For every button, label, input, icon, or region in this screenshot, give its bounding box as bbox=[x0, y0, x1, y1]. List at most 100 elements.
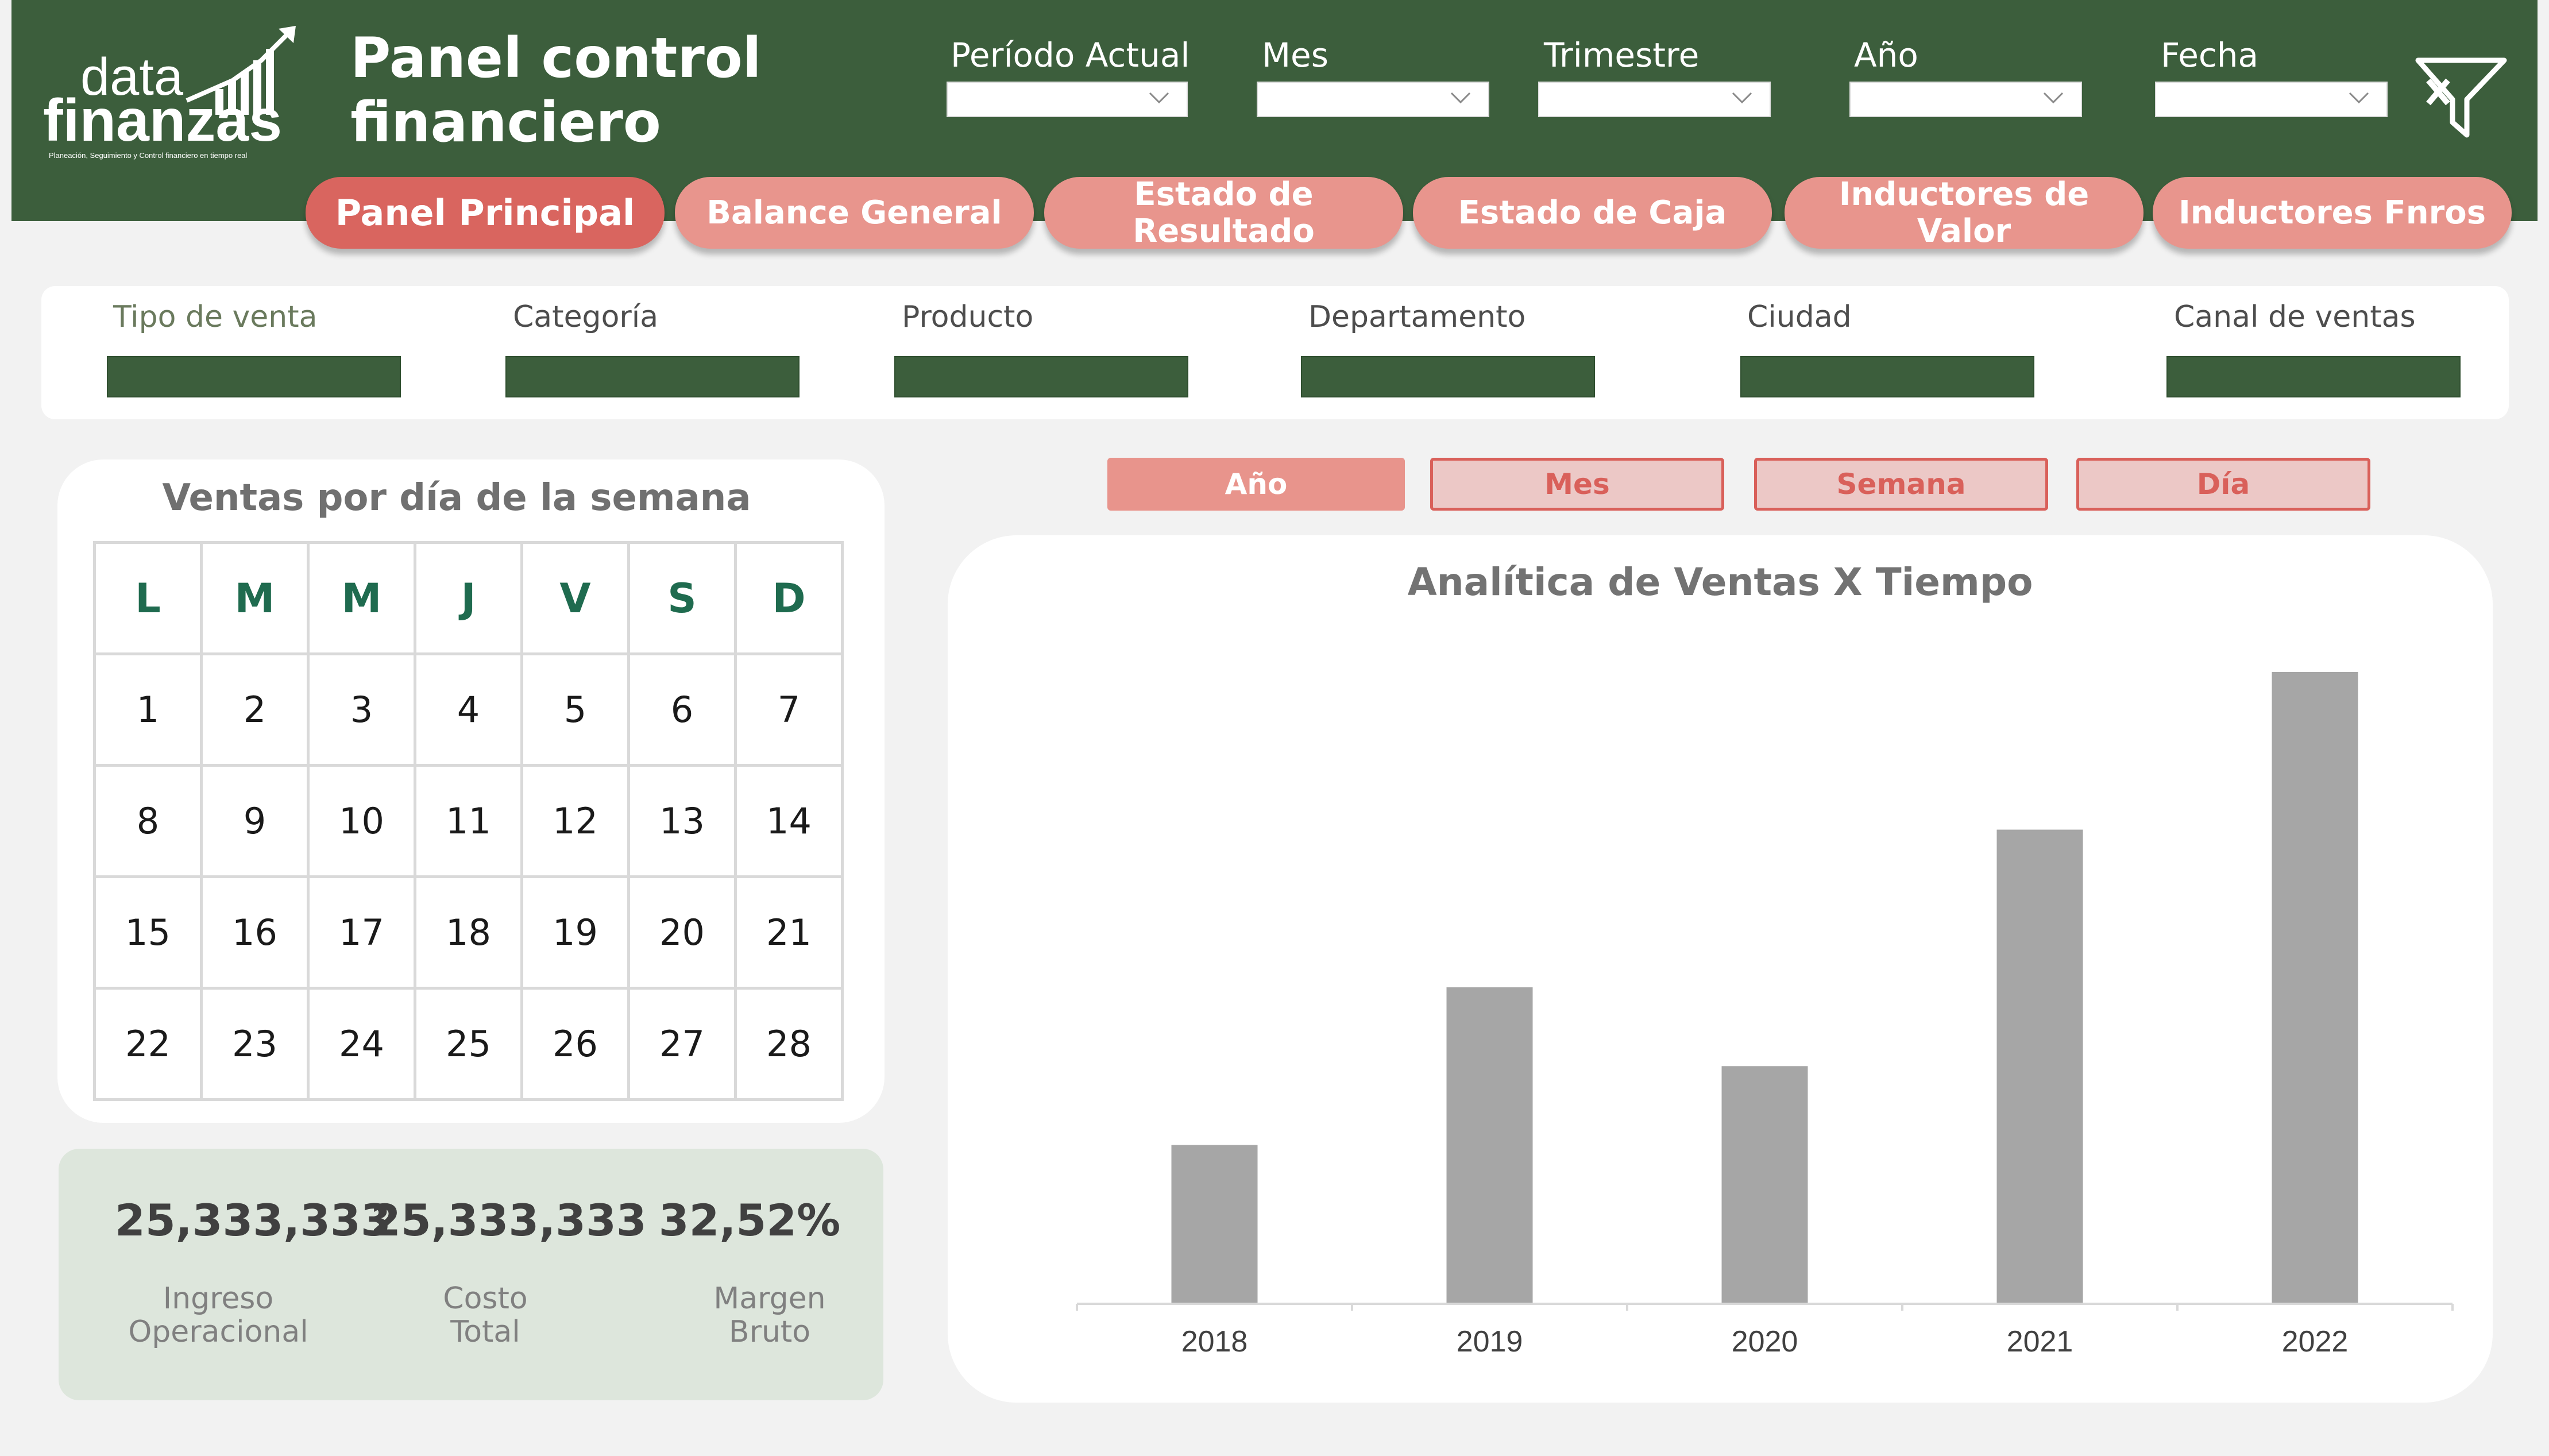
x-tick-label: 2020 bbox=[1732, 1325, 1798, 1358]
calendar-day[interactable]: 20 bbox=[630, 878, 737, 990]
tab-estado-caja[interactable]: Estado de Caja bbox=[1413, 177, 1772, 249]
segment-slicer-categoria[interactable] bbox=[505, 356, 800, 397]
calendar-day[interactable]: 9 bbox=[203, 767, 310, 878]
calendar-day[interactable]: 13 bbox=[630, 767, 737, 878]
calendar-day[interactable]: 28 bbox=[737, 990, 844, 1101]
logo-tagline: Planeación, Seguimiento y Control financ… bbox=[49, 151, 248, 160]
calendar-day[interactable]: 24 bbox=[310, 990, 416, 1101]
calendar-day[interactable]: 11 bbox=[416, 767, 523, 878]
kpi-ingreso-value: 25,333,333 bbox=[115, 1195, 391, 1246]
segment-slicer-departamento[interactable] bbox=[1301, 356, 1595, 397]
kpi-costo-label: Costo Total bbox=[443, 1281, 528, 1349]
segment-slicer-canal-ventas[interactable] bbox=[2166, 356, 2461, 397]
tab-inductores-fnros[interactable]: Inductores Fnros bbox=[2153, 177, 2512, 249]
tab-panel-principal[interactable]: Panel Principal bbox=[306, 177, 665, 249]
kpi-card bbox=[59, 1149, 883, 1400]
filter-dropdown-ano[interactable] bbox=[1849, 82, 2082, 117]
kpi-margen-value: 32,52% bbox=[658, 1195, 841, 1246]
weekday-header: M bbox=[203, 544, 310, 655]
logo-word-finanzas: finanzas bbox=[43, 87, 282, 154]
tab-estado-resultado[interactable]: Estado de Resultado bbox=[1044, 176, 1403, 249]
bar-2018[interactable] bbox=[1171, 1145, 1258, 1303]
segment-label-producto: Producto bbox=[902, 300, 1034, 334]
x-tick-label: 2019 bbox=[1457, 1325, 1523, 1358]
toggle-mes[interactable]: Mes bbox=[1430, 458, 1724, 511]
segment-label-canal-ventas: Canal de ventas bbox=[2174, 300, 2416, 334]
calendar-day[interactable]: 21 bbox=[737, 878, 844, 990]
tab-inductores-valor[interactable]: Inductores de Valor bbox=[1785, 176, 2144, 249]
calendar-title: Ventas por día de la semana bbox=[162, 477, 751, 519]
weekday-header: J bbox=[416, 544, 523, 655]
calendar-day[interactable]: 10 bbox=[310, 767, 416, 878]
bar-2020[interactable] bbox=[1721, 1066, 1808, 1303]
app-title-line2: financiero bbox=[350, 90, 661, 155]
logo-word-data: data bbox=[80, 48, 184, 106]
calendar-day[interactable]: 26 bbox=[523, 990, 630, 1101]
calendar-day[interactable]: 22 bbox=[96, 990, 203, 1101]
filter-label-mes: Mes bbox=[1262, 36, 1328, 75]
segment-label-tipo-venta: Tipo de venta bbox=[113, 300, 318, 334]
sales-bar-chart: 2018 2019 2020 2021 2022 bbox=[1076, 672, 2454, 1358]
bar-2022[interactable] bbox=[2272, 672, 2358, 1303]
filter-dropdown-fecha[interactable] bbox=[2155, 82, 2388, 117]
x-tick-label: 2021 bbox=[2007, 1325, 2073, 1358]
weekday-header: V bbox=[523, 544, 630, 655]
x-tick-label: 2022 bbox=[2282, 1325, 2349, 1358]
app-title: Panel control financiero bbox=[350, 26, 787, 155]
segment-slicer-tipo-venta[interactable] bbox=[107, 356, 401, 397]
calendar-day[interactable]: 3 bbox=[310, 655, 416, 767]
filter-label-trimestre: Trimestre bbox=[1544, 36, 1700, 75]
chevron-down-icon bbox=[1450, 92, 1471, 104]
calendar-day[interactable]: 7 bbox=[737, 655, 844, 767]
weekday-header: M bbox=[310, 544, 416, 655]
calendar-day[interactable]: 23 bbox=[203, 990, 310, 1101]
segment-label-categoria: Categoría bbox=[513, 300, 659, 334]
calendar-day[interactable]: 17 bbox=[310, 878, 416, 990]
filter-dropdown-trimestre[interactable] bbox=[1538, 82, 1771, 117]
filter-dropdown-mes[interactable] bbox=[1257, 82, 1489, 117]
bar-2021[interactable] bbox=[1996, 829, 2083, 1303]
toggle-dia[interactable]: Día bbox=[2076, 458, 2370, 511]
tab-balance-general[interactable]: Balance General bbox=[675, 177, 1034, 249]
kpi-ingreso-label: Ingreso Operacional bbox=[128, 1281, 308, 1349]
filter-label-ano: Año bbox=[1854, 36, 1918, 75]
filter-label-periodo: Período Actual bbox=[951, 36, 1190, 75]
filter-dropdown-periodo[interactable] bbox=[947, 82, 1188, 117]
weekday-header: L bbox=[96, 544, 203, 655]
calendar-day[interactable]: 5 bbox=[523, 655, 630, 767]
segment-slicer-ciudad[interactable] bbox=[1740, 356, 2034, 397]
segment-slicer-producto[interactable] bbox=[894, 356, 1188, 397]
calendar-day[interactable]: 14 bbox=[737, 767, 844, 878]
calendar-day[interactable]: 16 bbox=[203, 878, 310, 990]
calendar-day[interactable]: 19 bbox=[523, 878, 630, 990]
chevron-down-icon bbox=[1149, 92, 1169, 104]
calendar-day[interactable]: 6 bbox=[630, 655, 737, 767]
calendar-day[interactable]: 12 bbox=[523, 767, 630, 878]
calendar-card bbox=[57, 459, 885, 1123]
toggle-ano[interactable]: Año bbox=[1107, 458, 1405, 511]
calendar-day[interactable]: 4 bbox=[416, 655, 523, 767]
weekday-header: S bbox=[630, 544, 737, 655]
chevron-down-icon bbox=[2349, 92, 2369, 104]
segment-filter-panel bbox=[41, 286, 2509, 419]
x-tick-label: 2018 bbox=[1181, 1325, 1248, 1358]
calendar-day[interactable]: 2 bbox=[203, 655, 310, 767]
bar-2019[interactable] bbox=[1446, 987, 1533, 1303]
chevron-down-icon bbox=[1732, 92, 1752, 104]
calendar-day[interactable]: 8 bbox=[96, 767, 203, 878]
calendar-day[interactable]: 25 bbox=[416, 990, 523, 1101]
calendar-day[interactable]: 1 bbox=[96, 655, 203, 767]
toggle-semana[interactable]: Semana bbox=[1754, 458, 2048, 511]
calendar-grid: L M M J V S D 1 2 3 4 5 6 7 8 9 10 11 12… bbox=[93, 541, 844, 1101]
calendar-day[interactable]: 27 bbox=[630, 990, 737, 1101]
weekday-header: D bbox=[737, 544, 844, 655]
chart-title: Analítica de Ventas X Tiempo bbox=[1407, 560, 2033, 604]
calendar-day[interactable]: 15 bbox=[96, 878, 203, 990]
calendar-day[interactable]: 18 bbox=[416, 878, 523, 990]
kpi-margen-label: Margen Bruto bbox=[713, 1281, 826, 1349]
chevron-down-icon bbox=[2043, 92, 2064, 104]
kpi-costo-value: 25,333,333 bbox=[370, 1195, 647, 1246]
clear-filters-button[interactable] bbox=[2412, 55, 2510, 141]
filter-label-fecha: Fecha bbox=[2161, 36, 2259, 75]
segment-label-ciudad: Ciudad bbox=[1747, 300, 1852, 334]
